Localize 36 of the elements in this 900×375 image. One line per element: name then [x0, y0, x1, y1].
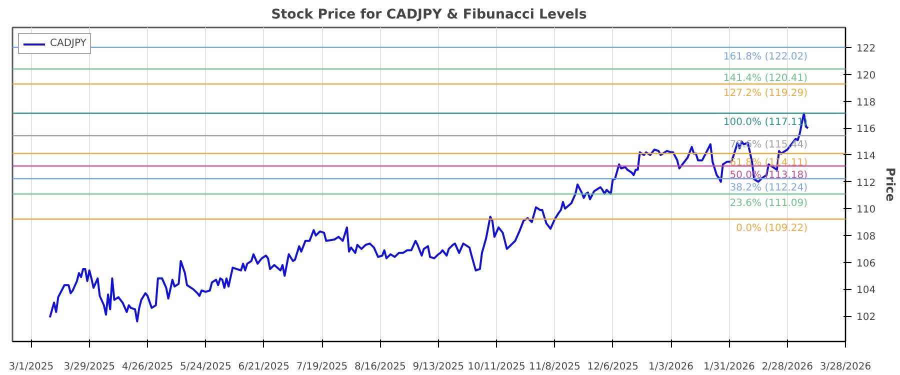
ref-line-label: 23.6% (111.09)	[730, 198, 808, 210]
x-tick-label: 12/6/2025	[587, 362, 638, 372]
x-tick-label: 10/11/2025	[468, 362, 526, 372]
x-tick-label: 7/19/2025	[296, 362, 348, 372]
ref-line-label: 141.4% (120.41)	[723, 72, 808, 84]
ref-line-label: 127.2% (119.29)	[723, 88, 808, 99]
x-tick-label: 6/21/2025	[238, 362, 290, 372]
x-tick-label: 2/28/2026	[762, 362, 813, 372]
ref-line-label: 38.2% (112.24)	[730, 182, 808, 194]
x-tick-label: 3/1/2025	[8, 362, 54, 372]
chart-title: Stock Price for CADJPY & Fibunacci Levels	[271, 8, 587, 22]
y-tick-label: 112	[856, 178, 876, 189]
ref-line-label: 0.0% (109.22)	[736, 223, 808, 234]
x-tick-label: 9/13/2025	[412, 362, 464, 372]
y-tick-label: 102	[856, 312, 876, 324]
y-tick-label: 118	[856, 97, 876, 108]
y-tick-label: 120	[856, 70, 876, 82]
x-tick-label: 3/28/2026	[820, 362, 872, 372]
y-tick-label: 108	[856, 231, 876, 242]
x-tick-label: 1/31/2026	[704, 362, 755, 372]
x-tick-label: 4/26/2025	[122, 362, 174, 372]
ref-line-label: 161.8% (122.02)	[723, 51, 808, 62]
legend-label: CADJPY	[50, 38, 86, 49]
y-tick-label: 110	[856, 204, 876, 216]
y-tick-label: 122	[856, 44, 876, 55]
y-axis-title: Price	[884, 167, 898, 202]
y-tick-label: 104	[856, 285, 876, 296]
line-series	[48, 112, 810, 322]
x-tick-label: 1/3/2026	[648, 362, 694, 372]
x-tick-label: 8/16/2025	[354, 362, 406, 372]
y-tick-label: 116	[856, 124, 876, 136]
y-tick-label: 106	[856, 258, 876, 270]
y-tick-label: 114	[856, 150, 876, 162]
x-tick-label: 3/29/2025	[64, 362, 116, 372]
x-tick-label: 5/24/2025	[180, 362, 232, 372]
x-tick-label: 11/8/2025	[529, 362, 580, 372]
